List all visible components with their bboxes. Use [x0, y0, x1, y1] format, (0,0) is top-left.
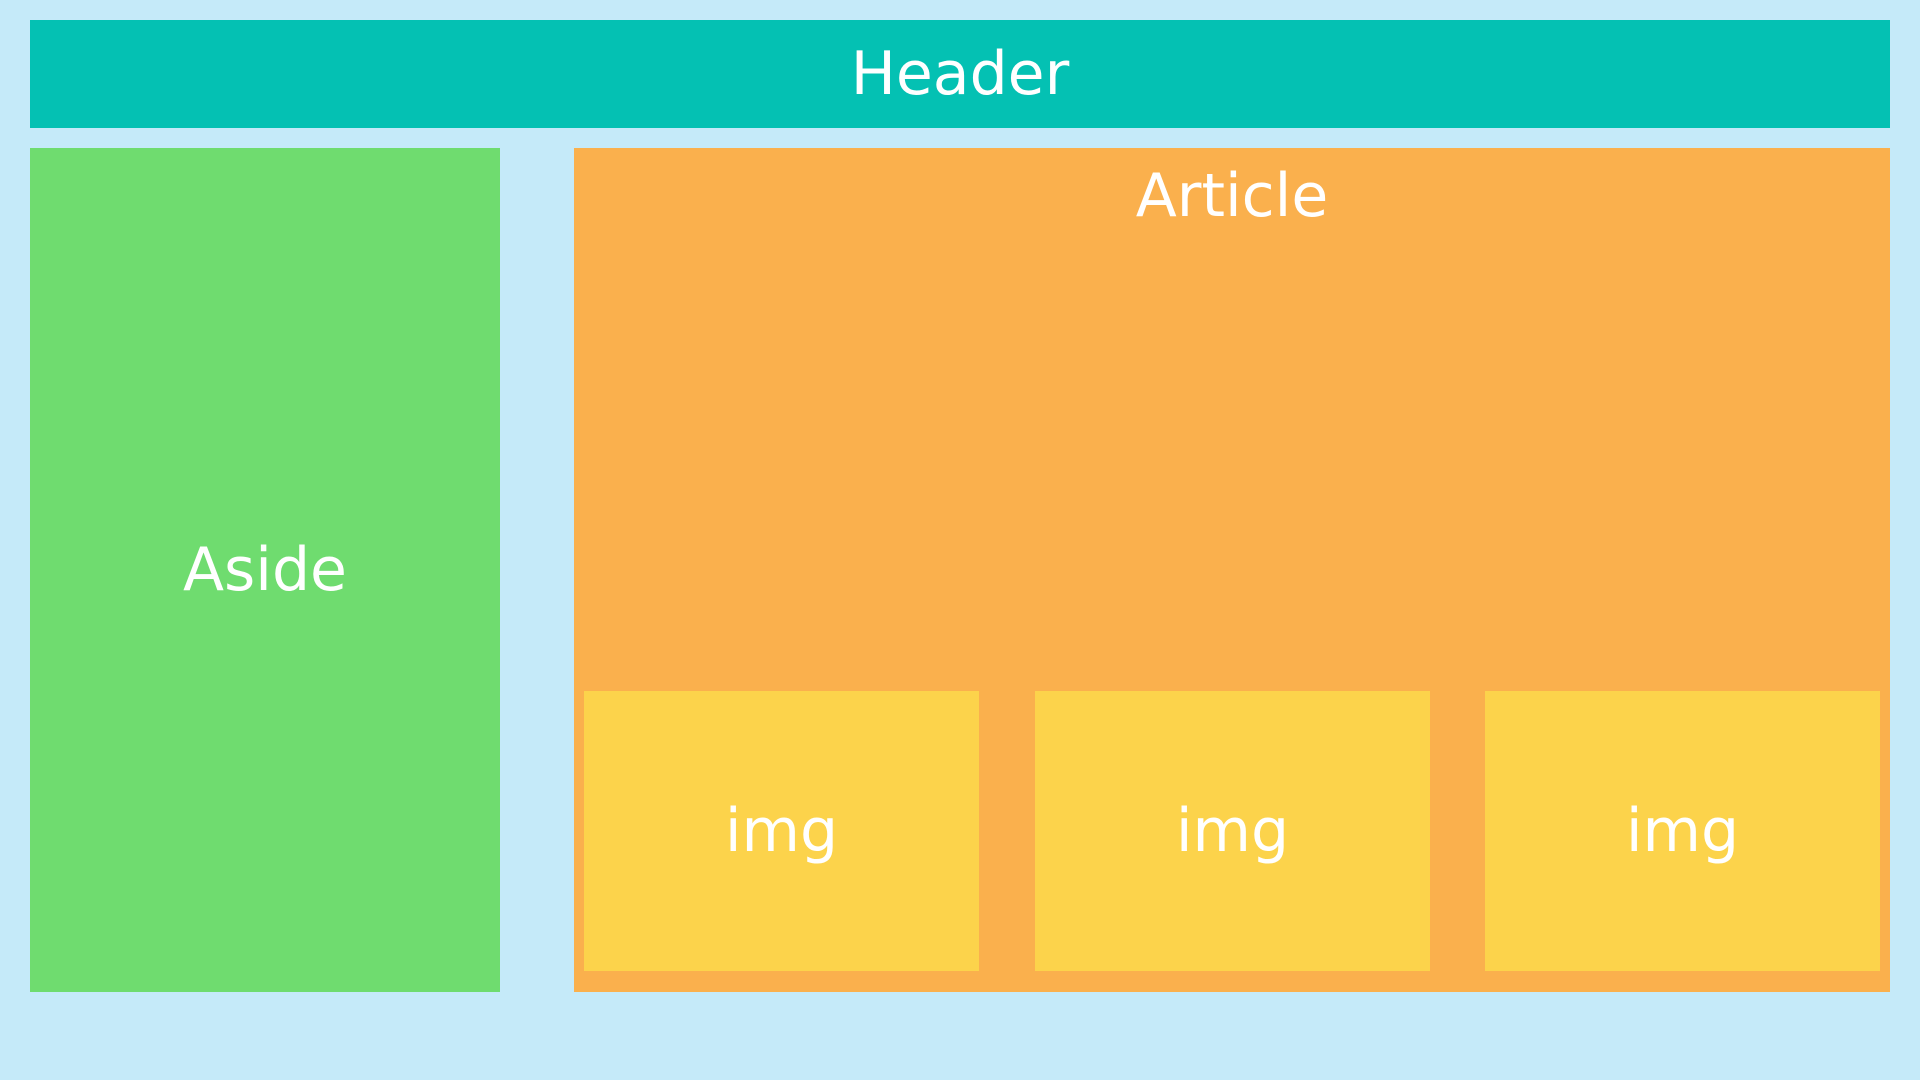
- aside-label: Aside: [183, 535, 347, 605]
- img-block-1: img: [584, 691, 979, 971]
- article-block: Article img img img: [574, 148, 1890, 992]
- img-block-2: img: [1035, 691, 1430, 971]
- header-block: Header: [30, 20, 1890, 128]
- img-label-2: img: [1175, 796, 1290, 866]
- header-label: Header: [850, 39, 1070, 109]
- aside-block: Aside: [30, 148, 500, 992]
- img-label-3: img: [1625, 796, 1740, 866]
- img-label-1: img: [724, 796, 839, 866]
- img-block-3: img: [1485, 691, 1880, 971]
- article-label: Article: [1135, 161, 1329, 231]
